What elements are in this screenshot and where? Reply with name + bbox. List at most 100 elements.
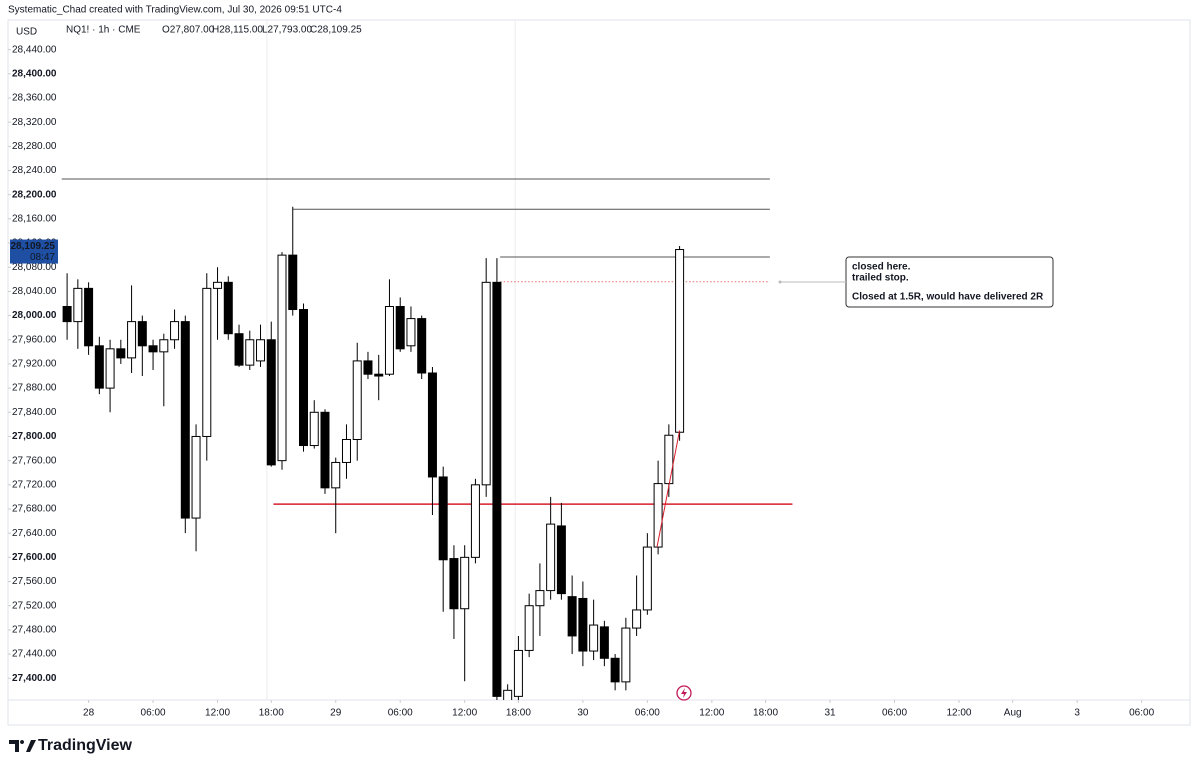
candle-body — [223, 281, 233, 335]
y-tick-label: 28,200.00 — [12, 189, 57, 200]
y-tick-label: 27,840.00 — [12, 407, 57, 418]
y-tick-label: 28,440.00 — [12, 44, 57, 55]
candle-body — [94, 345, 104, 389]
y-tick-label: 27,600.00 — [12, 552, 57, 563]
x-tick-label: 12:00 — [699, 708, 724, 719]
candle-body — [116, 348, 126, 359]
x-tick-label: 18:00 — [259, 708, 284, 719]
legend-open: O27,807.00 — [162, 25, 215, 36]
x-tick-label: 31 — [824, 708, 836, 719]
last-price-box — [10, 239, 58, 264]
y-tick-label: 28,160.00 — [12, 214, 57, 225]
candle-body — [234, 333, 244, 366]
candle-body — [384, 306, 394, 375]
y-tick-label: 28,400.00 — [12, 68, 57, 79]
candle-body — [84, 287, 94, 347]
candle-body — [438, 476, 448, 561]
y-tick-label: 27,560.00 — [12, 576, 57, 587]
candle-body — [137, 321, 147, 347]
y-tick-label: 27,960.00 — [12, 334, 57, 345]
candle-body — [481, 281, 491, 486]
candle-body — [180, 321, 190, 519]
legend-low: L27,793.00 — [262, 25, 312, 36]
y-tick-label: 28,280.00 — [12, 141, 57, 152]
y-tick-label: 28,000.00 — [12, 310, 57, 321]
candle-body — [556, 525, 566, 595]
candle-body — [599, 626, 609, 659]
logo-icon — [9, 740, 36, 752]
y-tick-label: 27,400.00 — [12, 673, 57, 684]
candle-body — [395, 306, 405, 350]
y-tick-label: 27,520.00 — [12, 600, 57, 611]
candle-body — [331, 461, 341, 489]
x-tick-label: 06:00 — [1129, 708, 1154, 719]
y-tick-label: 27,440.00 — [12, 649, 57, 660]
candle-body — [299, 309, 308, 447]
x-tick-label: Aug — [1004, 708, 1022, 719]
candle-body — [610, 657, 620, 683]
y-tick-label: 28,320.00 — [12, 117, 57, 128]
candle-body — [213, 281, 223, 289]
x-tick-label: 18:00 — [506, 708, 531, 719]
logo: TradingView — [38, 737, 133, 754]
plot-frame — [7, 19, 1191, 726]
x-tick-label: 12:00 — [452, 708, 477, 719]
candle-body — [148, 345, 158, 353]
trend-line — [656, 430, 681, 548]
x-tick-label: 18:00 — [753, 708, 778, 719]
y-tick-label: 28,040.00 — [12, 286, 57, 297]
x-tick-label: 06:00 — [882, 708, 907, 719]
x-tick-label: 12:00 — [946, 708, 971, 719]
x-tick-label: 12:00 — [205, 708, 230, 719]
candle-body — [341, 438, 351, 463]
legend-symbol: NQ1! · 1h · CME — [66, 25, 141, 36]
legend-close: C28,109.25 — [310, 25, 362, 36]
candle-body — [589, 624, 599, 652]
y-tick-label: 28,080.00 — [12, 262, 57, 273]
countdown: 08:47 — [30, 252, 55, 263]
y-tick-label: 27,720.00 — [12, 479, 57, 490]
y-tick-label: 27,760.00 — [12, 455, 57, 466]
candle-body — [470, 484, 480, 558]
candle-body — [277, 254, 287, 462]
candle-body — [632, 609, 642, 629]
y-tick-label: 27,880.00 — [12, 383, 57, 394]
candle-body — [535, 590, 545, 607]
annotation-anchor — [778, 280, 782, 284]
y-tick-label: 27,920.00 — [12, 359, 57, 370]
x-tick-label: 28 — [83, 708, 95, 719]
candle-body — [320, 411, 330, 489]
y-tick-label: 27,800.00 — [12, 431, 57, 442]
candle-body — [266, 339, 276, 466]
candle-body — [159, 339, 169, 353]
candle-body — [578, 597, 588, 652]
x-tick-label: 30 — [577, 708, 589, 719]
candle-body — [406, 318, 416, 347]
candle-body — [62, 306, 72, 323]
candle-body — [653, 483, 663, 548]
candle-body — [363, 360, 373, 375]
candle-body — [202, 287, 212, 437]
y-tick-label: 28,360.00 — [12, 93, 57, 104]
candle-body — [191, 435, 201, 519]
candle-body — [546, 523, 556, 592]
candle-body — [256, 339, 266, 362]
candle-body — [503, 689, 513, 700]
y-tick-label: 27,480.00 — [12, 625, 57, 636]
annotation-text: trailed stop. — [852, 273, 909, 284]
x-tick-label: 06:00 — [388, 708, 413, 719]
candle-body — [374, 373, 384, 377]
annotation-text: closed here. — [852, 262, 911, 273]
candle-body — [567, 596, 577, 637]
plot — [61, 20, 793, 700]
candle-body — [245, 339, 255, 366]
candle-body — [127, 321, 137, 359]
y-tick-label: 27,640.00 — [12, 528, 57, 539]
candle-body — [675, 249, 685, 433]
x-tick-label: 29 — [330, 708, 342, 719]
candle-body — [664, 434, 674, 485]
event-icon[interactable] — [676, 685, 692, 701]
header: Systematic_Chad created with TradingView… — [8, 5, 342, 16]
